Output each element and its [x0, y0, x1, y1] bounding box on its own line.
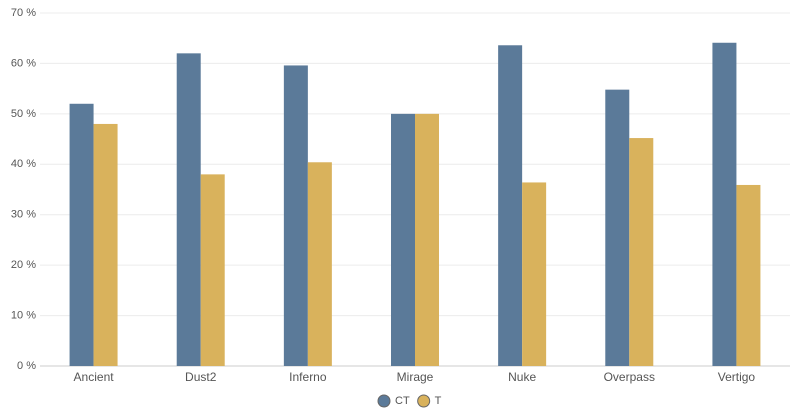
y-tick-label: 10 %: [11, 309, 36, 321]
bar: [391, 113, 415, 366]
bar: [176, 53, 201, 366]
bar: [522, 182, 547, 366]
bar: [307, 162, 332, 366]
bar: [498, 45, 523, 366]
x-tick-label: Vertigo: [718, 370, 756, 384]
x-tick-label: Nuke: [508, 370, 536, 384]
bar: [93, 123, 118, 366]
x-tick-label: Overpass: [604, 370, 655, 384]
x-tick-label: Ancient: [74, 370, 115, 384]
legend-marker: [417, 394, 431, 408]
bar: [200, 174, 225, 366]
y-tick-label: 50 %: [11, 108, 36, 120]
legend-label: CT: [395, 395, 410, 407]
bar: [415, 113, 439, 366]
x-tick-label: Inferno: [289, 370, 327, 384]
y-tick-label: 0 %: [17, 360, 36, 372]
x-tick-label: Mirage: [397, 370, 434, 384]
bar: [712, 42, 737, 366]
y-tick-label: 40 %: [11, 158, 36, 170]
bar: [605, 89, 630, 366]
y-tick-label: 70 %: [11, 7, 36, 19]
bar: [69, 103, 94, 367]
legend-marker: [377, 394, 391, 408]
bar: [736, 184, 761, 366]
y-tick-label: 60 %: [11, 57, 36, 69]
x-tick-label: Dust2: [185, 370, 217, 384]
bar: [283, 65, 308, 367]
y-tick-label: 30 %: [11, 209, 36, 221]
bar: [629, 138, 654, 366]
y-tick-label: 20 %: [11, 259, 36, 271]
legend-label: T: [435, 395, 442, 407]
